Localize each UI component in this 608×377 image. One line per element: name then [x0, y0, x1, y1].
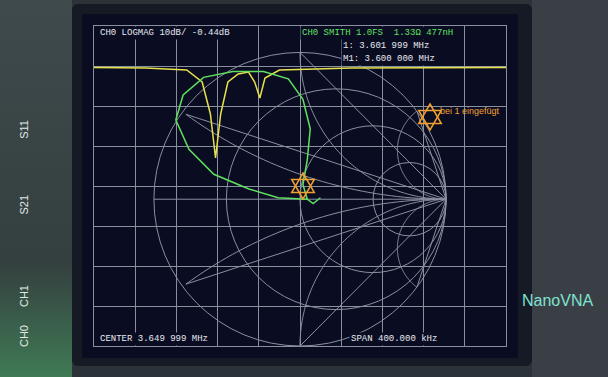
svg-text:CH0 SMITH 1.0FS 1.33Ω 477nH: CH0 SMITH 1.0FS 1.33Ω 477nH	[302, 28, 453, 38]
html-text:S11: S11	[18, 120, 30, 139]
svg-text:M1: 3.600 000 MHz: M1: 3.600 000 MHz	[343, 54, 435, 64]
svg-text:1: 3.601 999 MHz: 1: 3.601 999 MHz	[343, 41, 429, 51]
html-text:NanoVNA: NanoVNA	[522, 292, 594, 309]
svg-text:SPAN 400.000 kHz: SPAN 400.000 kHz	[351, 334, 437, 344]
svg-text:CENTER 3.649 999 MHz: CENTER 3.649 999 MHz	[100, 334, 208, 344]
svg-text:CH0 LOGMAG 10dB/ -0.44dB: CH0 LOGMAG 10dB/ -0.44dB	[100, 28, 230, 38]
html-text:S21: S21	[18, 195, 30, 215]
html-text:CH0: CH0	[18, 325, 30, 347]
html-text:CH1: CH1	[18, 285, 30, 307]
html-text:bei 1 eingefügt: bei 1 eingefügt	[440, 106, 500, 116]
